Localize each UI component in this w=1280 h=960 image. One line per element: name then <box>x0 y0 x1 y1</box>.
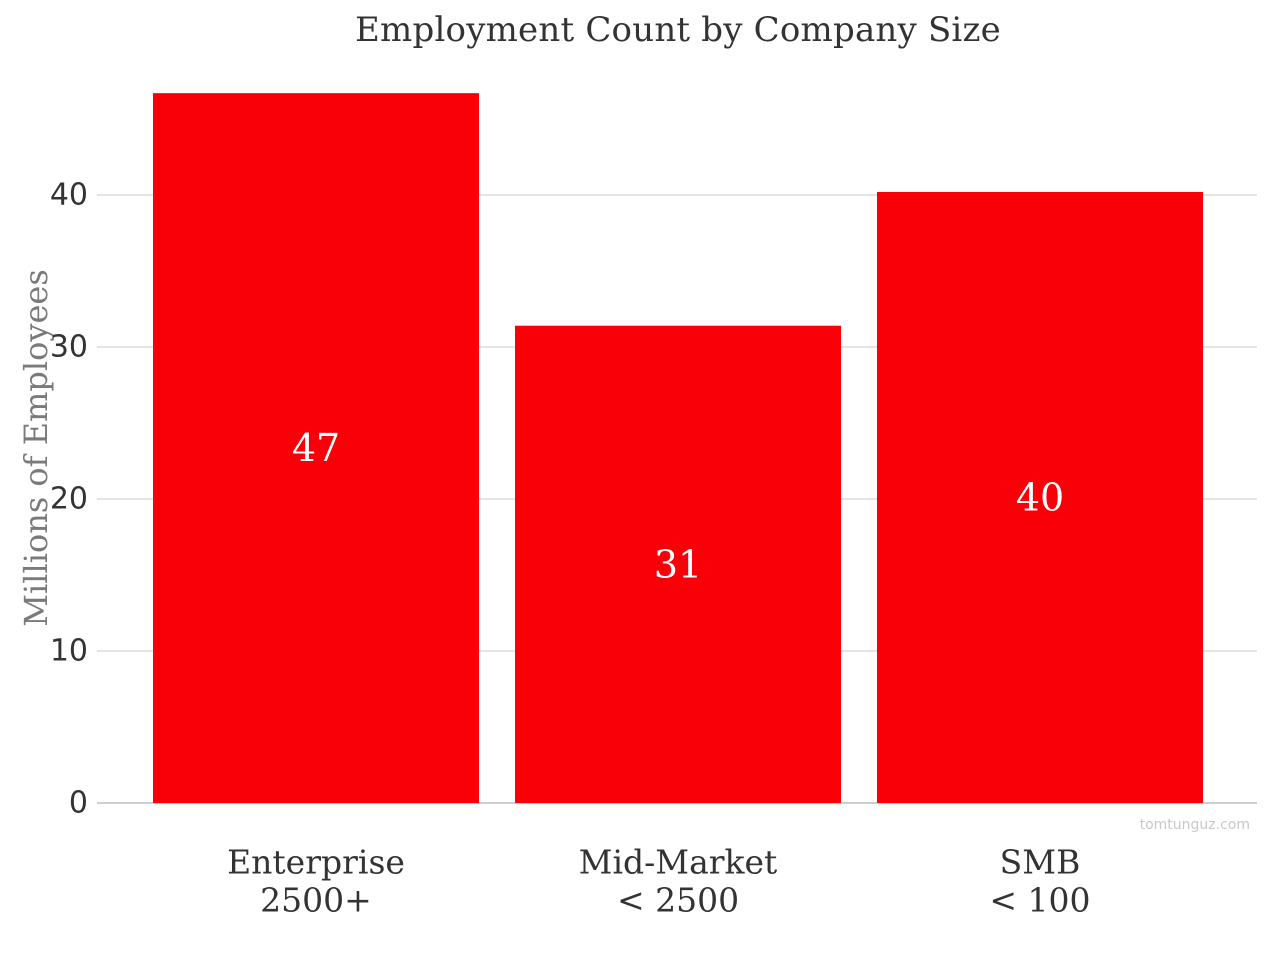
x-tick-label: < 100 <box>989 881 1090 920</box>
bar-layer <box>153 93 1203 803</box>
bar-value-label: 40 <box>1016 475 1064 519</box>
x-tick-label: 2500+ <box>260 881 372 920</box>
bar <box>153 93 479 803</box>
x-tick-label: Enterprise <box>227 843 405 882</box>
x-tick-label: < 2500 <box>617 881 739 920</box>
bar-value-label: 47 <box>292 426 340 470</box>
x-tick-label: SMB <box>1000 843 1081 882</box>
y-tick-layer: 0 10 20 30 40 <box>50 178 88 821</box>
bar <box>515 325 841 803</box>
y-tick-label: 40 <box>50 178 88 213</box>
x-tick-label: Mid-Market <box>579 843 778 882</box>
y-tick-label: 0 <box>69 786 88 821</box>
watermark: tomtunguz.com <box>1139 817 1250 833</box>
data-label-layer: 47 31 40 <box>292 426 1064 586</box>
y-tick-label: 10 <box>50 634 88 669</box>
bar <box>877 191 1203 803</box>
bar-value-label: 31 <box>654 542 702 586</box>
y-tick-label: 30 <box>50 330 88 365</box>
chart-title: Employment Count by Company Size <box>355 10 1001 50</box>
y-tick-label: 20 <box>50 482 88 517</box>
